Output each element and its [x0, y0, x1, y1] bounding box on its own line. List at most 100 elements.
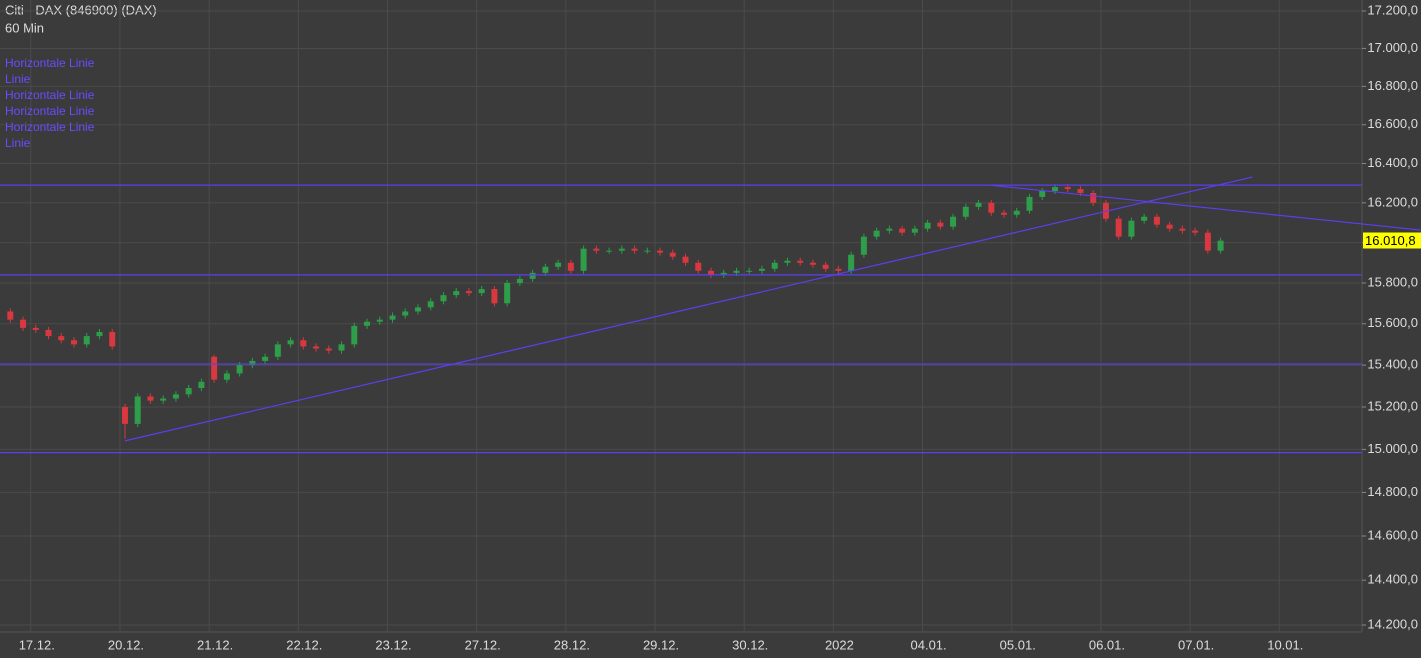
- x-tick-label: 23.12.: [375, 637, 411, 652]
- y-tick-label: 14.200,0: [1367, 616, 1418, 631]
- candle-body: [376, 319, 383, 322]
- legend-entry: Horizontale Linie: [5, 88, 95, 102]
- y-tick-label: 15.800,0: [1367, 274, 1418, 289]
- chart-subtitle: 60 Min: [5, 20, 44, 35]
- candle-body: [1141, 216, 1148, 221]
- candle-body: [606, 250, 613, 252]
- candle-body: [491, 289, 498, 304]
- candle-body: [516, 278, 523, 283]
- y-tick-label: 14.800,0: [1367, 484, 1418, 499]
- candle-body: [899, 228, 906, 233]
- trend-line: [124, 176, 1253, 442]
- candle-body: [631, 248, 638, 251]
- candle-body: [338, 344, 345, 351]
- y-tick-label: 14.600,0: [1367, 527, 1418, 542]
- candle-body: [300, 340, 307, 347]
- candle-body: [848, 254, 855, 271]
- candle-body: [542, 266, 549, 273]
- candle-body: [402, 311, 409, 316]
- legend-entry: Horizontale Linie: [5, 56, 95, 70]
- candle-body: [1217, 240, 1224, 251]
- x-tick-label: 06.01.: [1089, 637, 1125, 652]
- x-tick-label: 27.12.: [465, 637, 501, 652]
- candle-body: [71, 340, 77, 345]
- candle-body: [427, 301, 434, 308]
- candle-body: [580, 248, 587, 271]
- candle-body: [988, 202, 995, 213]
- candle-body: [1077, 189, 1084, 193]
- candle-body: [121, 406, 128, 424]
- x-tick-label: 29.12.: [643, 637, 679, 652]
- candle-body: [249, 360, 256, 366]
- candle-body: [211, 356, 218, 380]
- candle-body: [1128, 220, 1135, 237]
- x-tick-label: 21.12.: [197, 637, 233, 652]
- y-tick-label: 15.000,0: [1367, 441, 1418, 456]
- candle-body: [1013, 210, 1020, 215]
- candle-body: [733, 270, 740, 273]
- candle-body: [695, 262, 702, 271]
- legend-entry: Linie: [5, 72, 31, 86]
- y-tick-label: 16.200,0: [1367, 194, 1418, 209]
- trend-line: [989, 184, 1421, 231]
- y-tick-label: 15.400,0: [1367, 357, 1418, 372]
- x-tick-label: 04.01.: [911, 637, 947, 652]
- x-tick-label: 20.12.: [108, 637, 144, 652]
- candle-body: [797, 260, 804, 263]
- candle-body: [364, 321, 371, 326]
- candle-body: [134, 396, 141, 424]
- candle-body: [453, 291, 460, 296]
- candle-body: [873, 230, 880, 237]
- candle-body: [440, 295, 447, 302]
- legend-entry: Linie: [5, 136, 31, 150]
- candle-body: [172, 394, 179, 399]
- x-tick-label: 10.01.: [1267, 637, 1303, 652]
- candle-body: [1026, 196, 1033, 211]
- candle-body: [478, 289, 485, 294]
- candle-body: [809, 262, 816, 265]
- candle-body: [504, 282, 511, 304]
- candle-body: [618, 248, 625, 251]
- candle-body: [414, 307, 421, 312]
- candle-body: [1064, 187, 1071, 190]
- y-tick-label: 16.800,0: [1367, 78, 1418, 93]
- candle-body: [860, 236, 867, 255]
- y-tick-label: 17.000,0: [1367, 40, 1418, 55]
- candle-body: [924, 222, 931, 229]
- chart-title: Citi - DAX (846900) (DAX): [5, 2, 157, 17]
- candle-body: [96, 331, 103, 337]
- candle-body: [950, 216, 957, 227]
- y-tick-label: 14.400,0: [1367, 572, 1418, 587]
- y-tick-label: 16.400,0: [1367, 155, 1418, 170]
- candle-body: [835, 268, 842, 271]
- candle-body: [822, 264, 829, 269]
- candle-body: [644, 250, 651, 252]
- candle-body: [351, 325, 358, 345]
- candle-body: [389, 315, 396, 320]
- candle-body: [682, 256, 689, 263]
- candle-body: [185, 388, 192, 395]
- candle-body: [962, 206, 969, 217]
- candle-body: [1192, 230, 1199, 233]
- candle-body: [975, 202, 982, 207]
- candle-body: [20, 319, 27, 328]
- candle-body: [58, 336, 65, 341]
- candle-body: [911, 228, 918, 233]
- candle-body: [1204, 232, 1211, 251]
- x-tick-label: 28.12.: [554, 637, 590, 652]
- candle-body: [529, 272, 536, 279]
- candle-body: [83, 336, 90, 345]
- candle-body: [160, 398, 167, 401]
- candle-body: [720, 272, 727, 275]
- candle-body: [567, 262, 574, 271]
- candle-body: [1090, 192, 1097, 203]
- candle-body: [771, 262, 778, 269]
- candle-body: [109, 331, 116, 347]
- candle-body: [198, 381, 205, 389]
- candle-body: [937, 222, 944, 227]
- candle-body: [657, 250, 664, 253]
- candle-body: [1179, 228, 1186, 231]
- candle-body: [555, 262, 562, 267]
